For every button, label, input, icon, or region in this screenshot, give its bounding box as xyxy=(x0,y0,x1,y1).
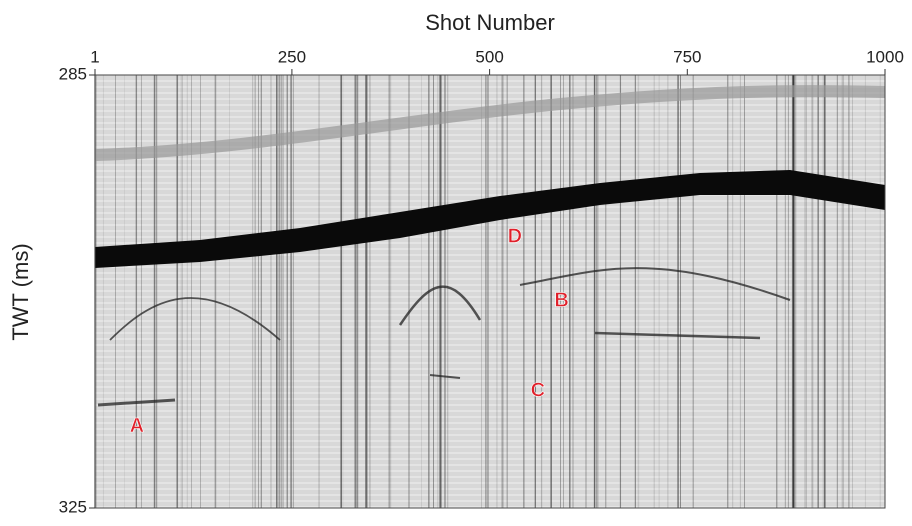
annotation: A xyxy=(130,415,144,437)
y-tick-label: 325 xyxy=(59,497,87,516)
x-tick-label: 1000 xyxy=(866,47,904,66)
x-axis-title: Shot Number xyxy=(425,10,555,35)
annotation: C xyxy=(531,379,545,401)
seismic-section xyxy=(95,75,885,508)
y-axis-title: TWT (ms) xyxy=(8,243,33,340)
chart: Shot Number TWT (ms) 1 250 500 750 1000 285 32… xyxy=(0,0,912,526)
x-tick-label: 750 xyxy=(673,47,701,66)
y-tick-label: 285 xyxy=(59,64,87,83)
x-tick-label: 1 xyxy=(90,47,99,66)
x-tick-label: 500 xyxy=(475,47,503,66)
x-tick-label: 250 xyxy=(278,47,306,66)
annotation: D xyxy=(508,226,522,248)
annotation: B xyxy=(554,290,568,312)
